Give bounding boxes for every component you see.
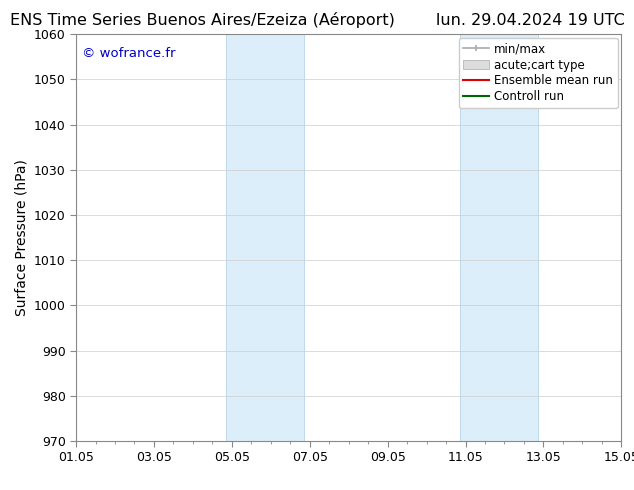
Text: ENS Time Series Buenos Aires/Ezeiza (Aéroport)        lun. 29.04.2024 19 UTC: ENS Time Series Buenos Aires/Ezeiza (Aér…: [10, 12, 624, 28]
Legend: min/max, acute;cart type, Ensemble mean run, Controll run: min/max, acute;cart type, Ensemble mean …: [459, 38, 618, 108]
Bar: [226, 34, 304, 441]
Bar: [460, 34, 538, 441]
Y-axis label: Surface Pressure (hPa): Surface Pressure (hPa): [14, 159, 29, 316]
Text: © wofrance.fr: © wofrance.fr: [82, 47, 175, 59]
